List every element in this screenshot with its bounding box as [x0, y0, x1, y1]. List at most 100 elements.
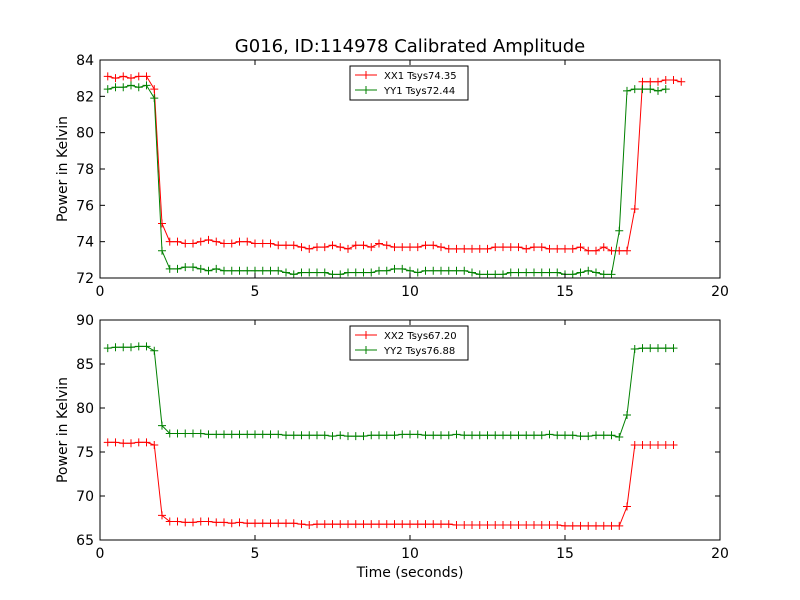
data-point — [127, 81, 135, 90]
data-point — [429, 431, 438, 440]
data-point — [444, 266, 453, 275]
data-point — [460, 521, 469, 530]
y-tick-label: 90 — [76, 313, 94, 329]
data-point — [646, 77, 655, 86]
x-tick-label: 20 — [711, 546, 729, 562]
data-point — [460, 431, 469, 440]
x-tick-label: 15 — [556, 546, 574, 562]
data-point — [452, 430, 461, 439]
data-point — [661, 344, 670, 353]
data-point — [491, 431, 500, 440]
data-point — [111, 74, 120, 83]
data-point — [181, 429, 190, 438]
data-point — [119, 343, 128, 352]
legend-entry: XX2 Tsys67.20 — [384, 331, 457, 342]
data-point — [522, 521, 531, 530]
data-point — [336, 270, 345, 279]
data-point — [297, 243, 306, 252]
data-point — [638, 77, 647, 86]
data-point — [654, 77, 662, 86]
data-point — [344, 244, 352, 253]
data-point — [212, 518, 221, 527]
data-point — [576, 243, 585, 252]
legend-entry: XX1 Tsys74.35 — [384, 71, 457, 82]
data-point — [351, 520, 360, 529]
data-point — [499, 243, 507, 252]
data-point — [607, 431, 616, 440]
data-point — [522, 268, 531, 277]
data-point — [654, 86, 662, 95]
x-tick-label: 10 — [401, 284, 419, 300]
y-tick-label: 70 — [76, 489, 94, 505]
y-axis-label: Power in Kelvin — [55, 116, 71, 222]
x-axis-label: Time (seconds) — [356, 565, 464, 581]
data-point — [196, 264, 205, 273]
data-point — [375, 266, 383, 275]
data-point — [227, 239, 236, 248]
data-point — [289, 431, 298, 440]
data-point — [452, 244, 461, 253]
data-point — [592, 246, 600, 255]
data-point — [220, 239, 228, 248]
data-point — [158, 246, 166, 255]
data-point — [437, 266, 445, 275]
data-point — [328, 432, 337, 441]
data-point — [545, 268, 554, 277]
data-point — [127, 439, 135, 448]
legend-box — [349, 325, 469, 361]
data-point — [336, 431, 345, 440]
data-point — [165, 264, 174, 273]
data-point — [661, 75, 670, 84]
data-point — [468, 521, 476, 530]
data-point — [444, 244, 453, 253]
legend: XX2 Tsys67.20 YY2 Tsys76.88 — [349, 325, 469, 361]
data-point — [150, 85, 159, 94]
x-tick-label: 15 — [556, 284, 574, 300]
data-point — [599, 521, 608, 530]
data-point — [661, 85, 670, 94]
data-point — [483, 431, 492, 440]
bottom-plot: 0 5 10 15 20 65 70 75 80 85 90 Power in Kelvin XX2 T… — [55, 313, 729, 562]
data-point — [266, 519, 275, 528]
data-point — [398, 520, 407, 529]
y-tick-label: 72 — [76, 271, 94, 287]
data-point — [398, 264, 407, 273]
data-point — [127, 343, 135, 352]
data-point — [398, 243, 407, 252]
data-point — [142, 72, 151, 81]
data-point — [367, 520, 376, 529]
data-point — [297, 268, 306, 277]
data-point — [282, 241, 290, 250]
data-point — [452, 266, 461, 275]
data-point — [553, 521, 562, 530]
data-point — [592, 521, 600, 530]
data-point — [204, 517, 213, 526]
data-point — [429, 241, 438, 250]
data-point — [553, 244, 562, 253]
data-point — [320, 243, 329, 252]
data-point — [522, 244, 531, 253]
y-tick-label: 85 — [76, 357, 94, 373]
data-point — [282, 431, 290, 440]
legend: XX1 Tsys74.35 YY1 Tsys72.44 — [349, 65, 469, 101]
data-point — [235, 430, 244, 439]
y-tick-label: 84 — [76, 53, 94, 69]
data-point — [320, 520, 329, 529]
data-point — [305, 244, 314, 253]
data-point — [468, 268, 476, 277]
y-axis-label: Power in Kelvin — [55, 377, 71, 483]
data-point — [289, 241, 298, 250]
data-point — [127, 74, 135, 83]
data-point — [305, 431, 314, 440]
data-point — [282, 519, 290, 528]
data-point — [220, 518, 228, 527]
y-tick-label: 82 — [76, 89, 94, 105]
data-point — [158, 511, 166, 520]
data-point — [351, 432, 360, 441]
data-point — [421, 520, 430, 529]
data-point — [413, 268, 422, 277]
data-point — [212, 430, 221, 439]
data-point — [413, 430, 422, 439]
data-point — [196, 517, 205, 526]
data-point — [530, 268, 538, 277]
